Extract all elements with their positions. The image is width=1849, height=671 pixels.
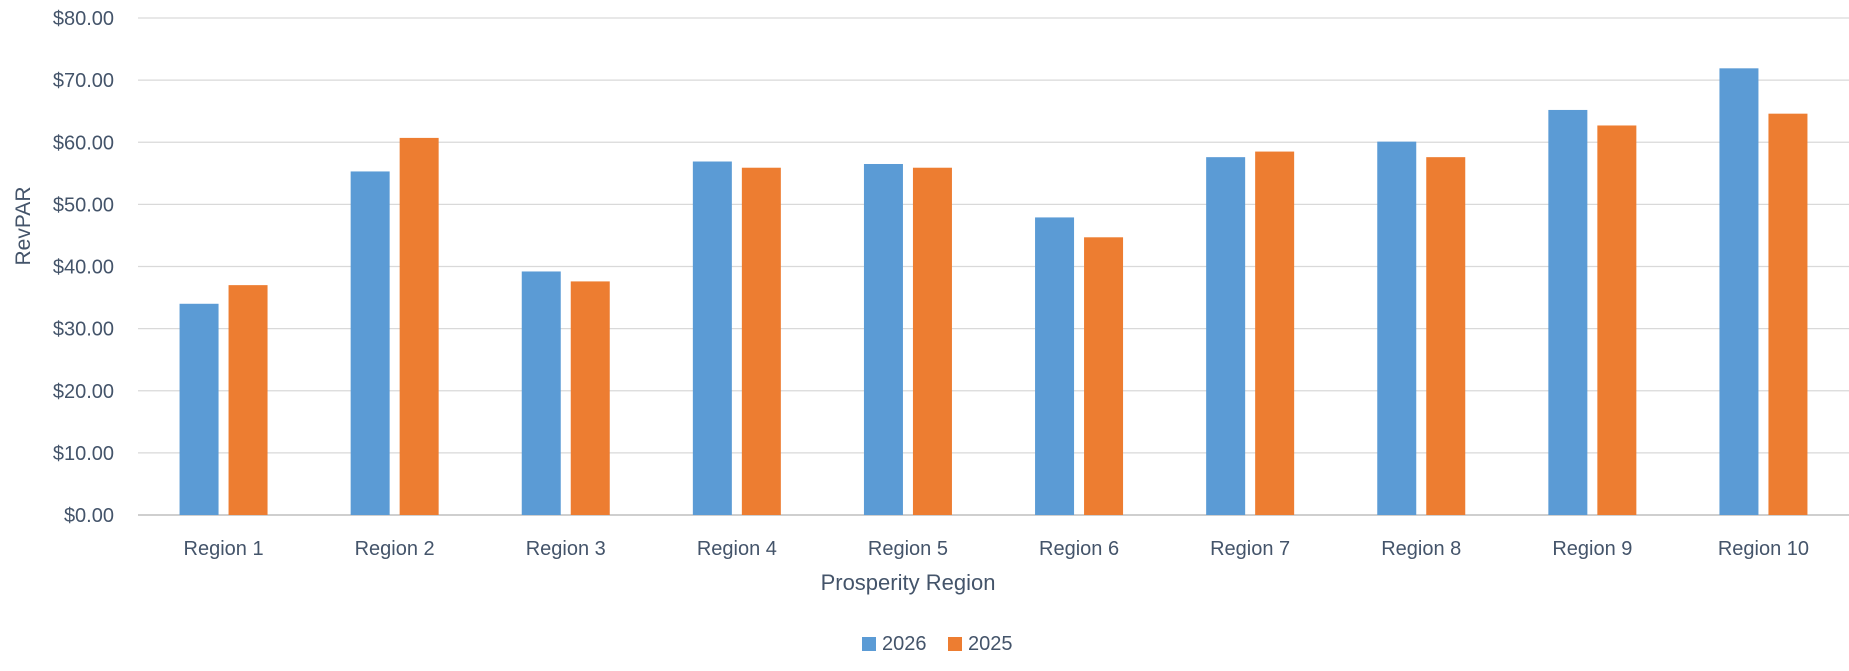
x-axis-label: Prosperity Region [821, 570, 996, 595]
x-axis-ticks: Region 1 Region 2 Region 3 Region 4 Region 5… [184, 538, 1810, 560]
bar-2025-region-1 [228, 285, 268, 515]
y-tick-label: $60.00 [53, 132, 114, 154]
legend-label-2025: 2025 [968, 633, 1013, 655]
y-tick-label: $20.00 [53, 381, 114, 403]
bar-2025-region-5 [912, 167, 952, 515]
bar-2025-region-6 [1084, 237, 1124, 515]
y-tick-label: $70.00 [53, 70, 114, 92]
y-tick-label: $30.00 [53, 319, 114, 341]
y-tick-label: $50.00 [53, 194, 114, 216]
bar-2026-region-6 [1035, 217, 1075, 515]
y-axis-ticks: $0.00 $10.00 $20.00 $30.00 $40.00 $50.00 $60.0… [53, 8, 114, 527]
bar-2026-region-1 [179, 303, 219, 515]
bar-2026-region-10 [1719, 68, 1759, 515]
bar-2025-region-7 [1255, 151, 1295, 515]
y-tick-label: $80.00 [53, 8, 114, 30]
y-tick-label: $40.00 [53, 257, 114, 279]
bar-2026-region-9 [1548, 109, 1588, 515]
bar-2026-region-2 [350, 171, 390, 516]
x-tick-label: Region 1 [184, 538, 264, 560]
y-axis-label: RevPAR [12, 187, 35, 266]
x-tick-label: Region 3 [526, 538, 606, 560]
bar-2026-region-5 [863, 163, 903, 515]
x-tick-label: Region 9 [1552, 538, 1632, 560]
x-tick-label: Region 7 [1210, 538, 1290, 560]
x-tick-label: Region 10 [1718, 538, 1809, 560]
y-tick-label: $0.00 [64, 505, 114, 527]
x-tick-label: Region 6 [1039, 538, 1119, 560]
bar-2026-region-3 [521, 271, 561, 515]
legend-label-2026: 2026 [882, 633, 927, 655]
bar-2025-region-2 [399, 137, 439, 515]
bar-2025-region-10 [1768, 113, 1808, 516]
legend: 2026 2025 [862, 633, 1013, 655]
bar-2025-region-8 [1426, 157, 1466, 515]
legend-swatch-2026 [862, 637, 876, 651]
bar-2026-region-7 [1206, 157, 1246, 515]
x-tick-label: Region 8 [1381, 538, 1461, 560]
bar-2025-region-4 [741, 167, 781, 515]
bar-2025-region-9 [1597, 125, 1637, 515]
gridlines [138, 17, 1849, 516]
bar-2026-region-8 [1377, 141, 1417, 515]
bar-2025-region-3 [570, 281, 610, 515]
y-tick-label: $10.00 [53, 443, 114, 465]
x-tick-label: Region 5 [868, 538, 948, 560]
legend-swatch-2025 [948, 637, 962, 651]
bar-2026-region-4 [692, 161, 732, 516]
bars [179, 68, 1808, 516]
x-tick-label: Region 4 [697, 538, 777, 560]
x-tick-label: Region 2 [355, 538, 435, 560]
